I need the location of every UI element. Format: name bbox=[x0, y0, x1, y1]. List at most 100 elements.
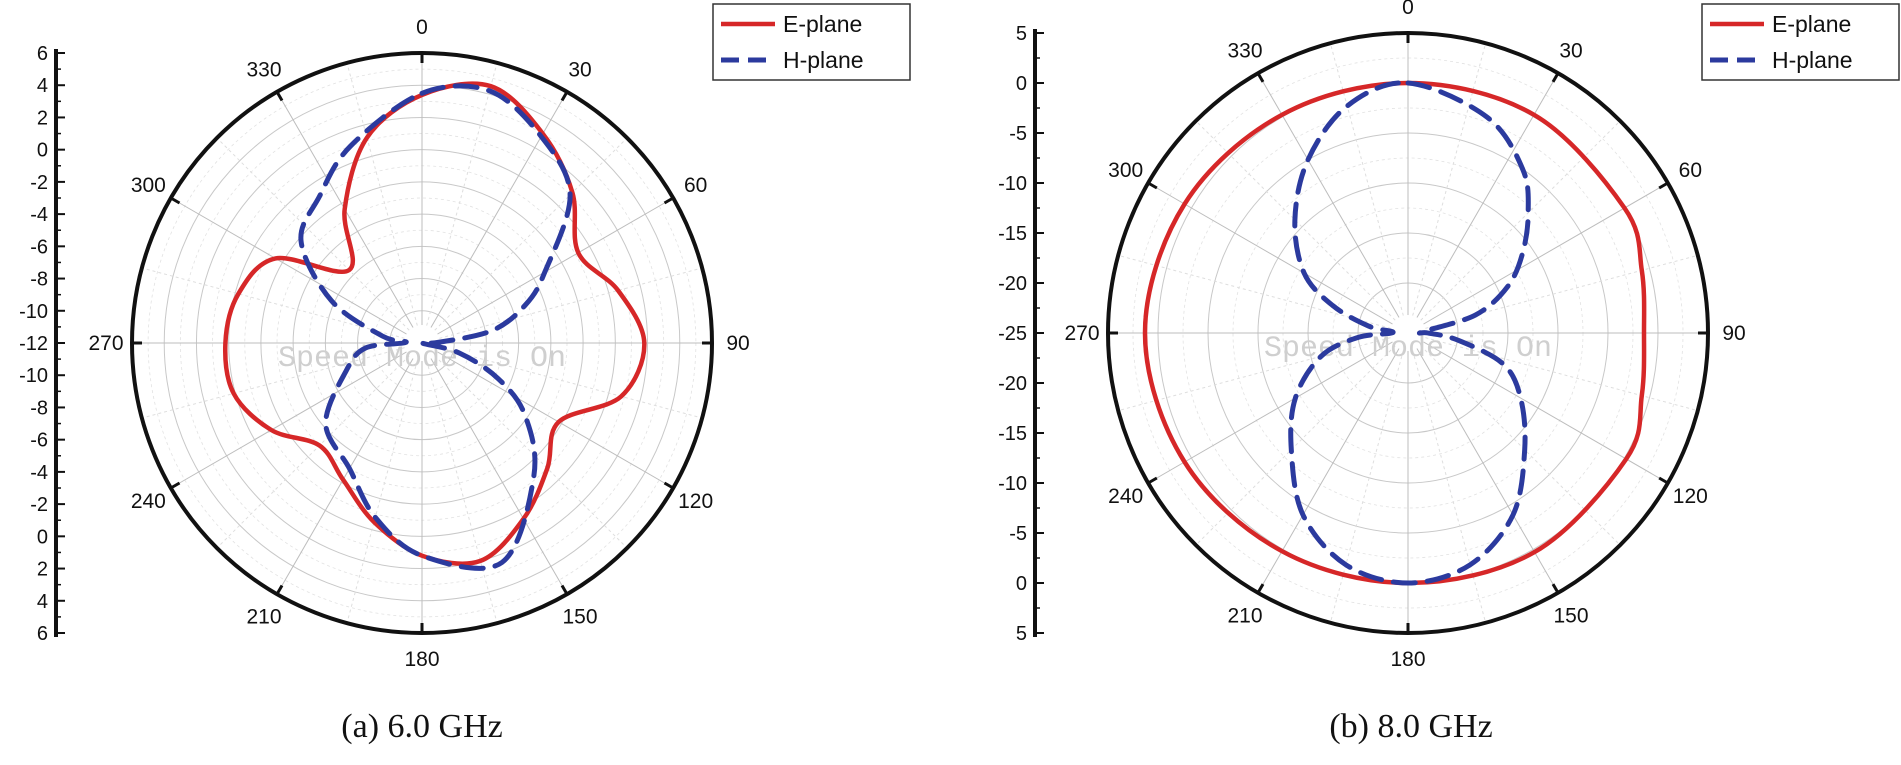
angle-tick bbox=[275, 91, 284, 102]
radial-tick-label: -10 bbox=[19, 301, 48, 323]
angle-label-150: 150 bbox=[1553, 604, 1588, 627]
angle-tick bbox=[1147, 476, 1158, 485]
radial-tick-label: -15 bbox=[998, 423, 1027, 445]
angle-label-150: 150 bbox=[562, 606, 597, 629]
legend-label-e-plane: E-plane bbox=[1772, 11, 1851, 37]
series-line-e-plane bbox=[1142, 80, 1647, 586]
grid-spoke bbox=[1407, 182, 1669, 334]
angle-label-300: 300 bbox=[131, 174, 166, 197]
legend-label-h-plane: H-plane bbox=[1772, 47, 1853, 73]
polar-chart-6ghz: 03060901201501802102402703003306420-2-4-… bbox=[19, 3, 911, 745]
angle-tick bbox=[560, 584, 569, 595]
angle-label-180: 180 bbox=[1390, 648, 1425, 671]
center-hole bbox=[1390, 315, 1426, 351]
grid-spoke bbox=[346, 342, 423, 624]
grid-spoke bbox=[1257, 72, 1409, 334]
grid-spoke bbox=[346, 62, 423, 344]
angle-tick bbox=[1658, 181, 1669, 190]
grid-spoke bbox=[1407, 254, 1698, 334]
radial-tick-label: 5 bbox=[1016, 23, 1027, 45]
grid-spoke bbox=[170, 197, 423, 344]
grid-spoke bbox=[1195, 120, 1409, 334]
grid-spoke bbox=[421, 267, 703, 344]
grid-spoke bbox=[1147, 182, 1409, 334]
angle-label-210: 210 bbox=[1227, 604, 1262, 627]
angle-tick bbox=[1256, 72, 1265, 83]
angle-label-60: 60 bbox=[1679, 159, 1702, 182]
angle-label-180: 180 bbox=[404, 648, 439, 671]
grid-spoke bbox=[421, 342, 628, 549]
grid-spoke bbox=[421, 342, 568, 595]
angle-label-210: 210 bbox=[246, 606, 281, 629]
radial-tick-label: -8 bbox=[30, 397, 48, 419]
watermark-text: Speed Mode is On bbox=[1264, 332, 1552, 366]
grid-spoke bbox=[1195, 332, 1409, 546]
angle-tick bbox=[1551, 72, 1560, 83]
angle-tick bbox=[170, 481, 181, 490]
radial-tick-label: 4 bbox=[37, 591, 48, 613]
grid-spoke bbox=[1329, 43, 1409, 334]
radial-tick-label: 0 bbox=[37, 140, 48, 162]
watermark-text: Speed Mode is On bbox=[278, 342, 566, 376]
angle-tick bbox=[170, 196, 181, 205]
radial-tick-label: 0 bbox=[37, 526, 48, 548]
grid-spoke bbox=[1407, 120, 1621, 334]
grid-spoke bbox=[170, 342, 423, 489]
angle-tick bbox=[275, 584, 284, 595]
radial-tick-label: -10 bbox=[19, 365, 48, 387]
radial-tick-label: 0 bbox=[1016, 73, 1027, 95]
angle-label-30: 30 bbox=[1559, 40, 1582, 63]
angle-label-240: 240 bbox=[1108, 485, 1143, 508]
radial-tick-label: 4 bbox=[37, 75, 48, 97]
radial-tick-label: 0 bbox=[1016, 573, 1027, 595]
radial-tick-label: 2 bbox=[37, 559, 48, 581]
legend-box bbox=[1701, 3, 1900, 81]
grid-spoke bbox=[421, 342, 674, 489]
panel-caption: (a) 6.0 GHz bbox=[341, 708, 502, 745]
angle-tick bbox=[1147, 181, 1158, 190]
series-line-h-plane bbox=[1288, 80, 1531, 586]
angle-label-90: 90 bbox=[726, 332, 749, 355]
angle-label-330: 330 bbox=[1227, 40, 1262, 63]
radial-tick-label: -4 bbox=[30, 204, 48, 226]
radial-tick-label: -2 bbox=[30, 494, 48, 516]
angle-label-240: 240 bbox=[131, 490, 166, 513]
angle-tick bbox=[560, 91, 569, 102]
grid-spoke bbox=[1407, 332, 1621, 546]
radial-tick-label: 2 bbox=[37, 107, 48, 129]
radial-tick-label: -2 bbox=[30, 172, 48, 194]
angle-label-90: 90 bbox=[1722, 322, 1745, 345]
grid-spoke bbox=[1407, 43, 1487, 334]
radial-tick-label: -10 bbox=[998, 173, 1027, 195]
grid-spoke bbox=[1407, 332, 1559, 594]
angle-label-120: 120 bbox=[1673, 485, 1708, 508]
angle-label-60: 60 bbox=[684, 174, 707, 197]
radial-tick-label: -6 bbox=[30, 430, 48, 452]
radial-tick-label: -10 bbox=[998, 473, 1027, 495]
grid-spoke bbox=[1118, 332, 1409, 412]
grid-spoke bbox=[1147, 332, 1409, 484]
panel-caption: (b) 8.0 GHz bbox=[1329, 708, 1492, 745]
angle-label-330: 330 bbox=[246, 58, 281, 81]
legend-label-e-plane: E-plane bbox=[783, 11, 862, 37]
angle-label-300: 300 bbox=[1108, 159, 1143, 182]
series-line-e-plane bbox=[222, 81, 647, 566]
polar-chart-8ghz: 0 30 60 90 120 150 180 210 240 270 300 330 5 0 -5 -10 -1… bbox=[998, 0, 1900, 745]
radial-tick-label: -25 bbox=[998, 323, 1027, 345]
radial-tick-label: -8 bbox=[30, 269, 48, 291]
grid-spoke bbox=[1118, 254, 1409, 334]
angle-tick bbox=[663, 196, 674, 205]
angle-label-270: 270 bbox=[88, 332, 123, 355]
series-line-h-plane bbox=[298, 83, 573, 571]
angle-label-120: 120 bbox=[678, 490, 713, 513]
grid-spoke bbox=[421, 342, 498, 624]
grid-spoke bbox=[1407, 332, 1487, 623]
radial-tick-label: -20 bbox=[998, 273, 1027, 295]
legend-box bbox=[712, 3, 911, 81]
radial-tick-label: -4 bbox=[30, 462, 48, 484]
angle-label-0: 0 bbox=[1402, 0, 1414, 19]
radial-tick-label: -5 bbox=[1009, 523, 1027, 545]
angle-label-0: 0 bbox=[416, 16, 428, 39]
angle-tick bbox=[663, 481, 674, 490]
